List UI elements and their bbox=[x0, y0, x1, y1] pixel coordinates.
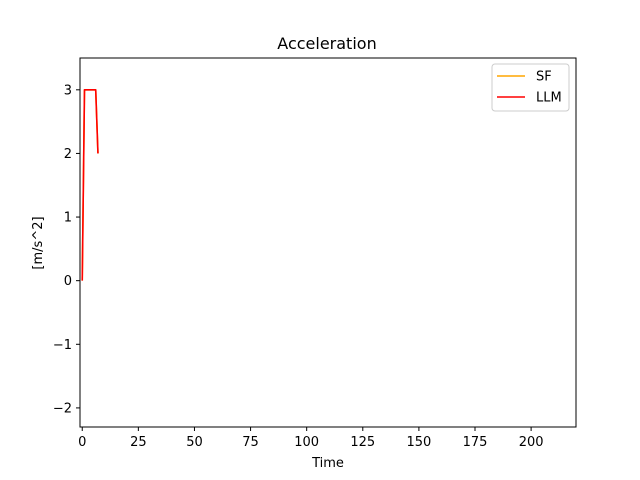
y-tick-label: −2 bbox=[53, 401, 72, 416]
plot-frame bbox=[79, 57, 577, 428]
y-tick-label: −1 bbox=[53, 338, 72, 353]
x-axis-ticks: 0 25 50 75 100 125 150 175 200 bbox=[78, 427, 544, 450]
x-tick-label: 175 bbox=[463, 435, 488, 450]
x-tick-label: 50 bbox=[186, 435, 203, 450]
series-line-llm bbox=[81, 89, 99, 281]
y-tick-label: 2 bbox=[64, 147, 72, 162]
y-tick-label: 1 bbox=[64, 211, 72, 226]
x-tick-label: 75 bbox=[242, 435, 259, 450]
y-axis-ticks: −2 −1 0 1 2 3 bbox=[53, 83, 80, 416]
series-layer bbox=[81, 89, 99, 281]
x-tick-label: 125 bbox=[350, 435, 375, 450]
y-tick-label: 0 bbox=[64, 274, 72, 289]
y-tick-label: 3 bbox=[64, 83, 72, 98]
x-tick-label: 200 bbox=[519, 435, 544, 450]
legend-label-sf: SF bbox=[536, 70, 552, 85]
chart-title: Acceleration bbox=[277, 34, 376, 53]
y-axis-label: [m/s^2] bbox=[31, 216, 46, 269]
legend-label-llm: LLM bbox=[536, 91, 562, 106]
x-axis-label: Time bbox=[311, 456, 344, 471]
x-tick-label: 150 bbox=[406, 435, 431, 450]
x-tick-label: 0 bbox=[78, 435, 86, 450]
legend: SF LLM bbox=[491, 63, 570, 112]
x-tick-label: 100 bbox=[294, 435, 319, 450]
x-tick-label: 25 bbox=[130, 435, 147, 450]
